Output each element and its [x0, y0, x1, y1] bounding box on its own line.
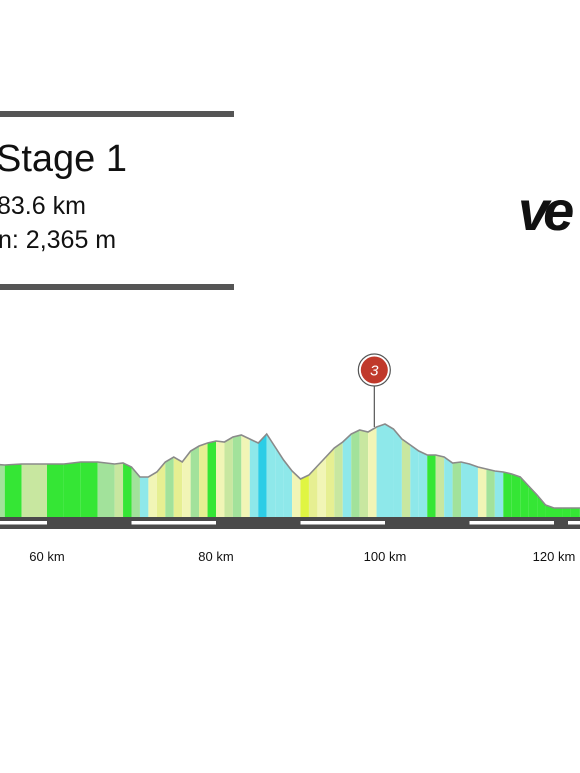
profile-segment — [393, 429, 402, 517]
profile-segment — [4, 464, 22, 517]
profile-segment — [21, 464, 47, 517]
profile-segment — [385, 424, 394, 517]
profile-segment — [494, 471, 504, 517]
distance-bar-stripe — [131, 521, 216, 525]
profile-segment — [266, 434, 276, 517]
brand-logo: ve — [518, 179, 574, 242]
header-rule-bottom — [0, 284, 234, 290]
profile-segment — [401, 439, 411, 517]
profile-segment — [537, 495, 546, 517]
profile-segment — [427, 455, 436, 517]
profile-segment — [469, 464, 478, 517]
profile-segment — [63, 462, 81, 517]
profile-segment — [351, 430, 360, 517]
profile-segment — [376, 424, 385, 517]
profile-segment — [97, 462, 115, 517]
profile-segment — [520, 477, 529, 517]
profile-segment — [444, 457, 453, 517]
profile-segment — [139, 477, 149, 517]
profile-segment — [80, 462, 98, 517]
profile-segment — [283, 460, 293, 517]
profile-segment — [486, 469, 495, 517]
distance-bar-stripe — [300, 521, 385, 525]
climb-marker-badge — [360, 356, 388, 384]
header-rule-top — [0, 111, 234, 117]
profile-segment — [249, 439, 259, 517]
stage-elevation: n: 2,365 m — [0, 226, 117, 254]
profile-segment — [368, 427, 377, 517]
profile-segment — [156, 462, 166, 517]
km-tick-label: 60 km — [29, 549, 64, 564]
profile-segment — [165, 457, 174, 517]
profile-segment — [308, 466, 318, 517]
profile-segment — [334, 442, 343, 517]
profile-segment — [317, 457, 326, 517]
distance-bar-stripe — [0, 521, 47, 525]
distance-bar-stripe — [469, 521, 554, 525]
profile-segment — [241, 435, 250, 517]
climb-marker-label: 3 — [370, 363, 379, 380]
stage-distance: 83.6 km — [0, 192, 86, 220]
distance-bar-stripe — [568, 521, 580, 525]
profile-segment — [325, 448, 335, 517]
profile-segment — [207, 441, 216, 517]
profile-segment — [554, 508, 563, 517]
profile-segment — [300, 475, 309, 517]
profile-segment — [477, 467, 487, 517]
profile-segment — [258, 434, 267, 517]
profile-segment — [131, 467, 140, 517]
profile-segment — [148, 472, 157, 517]
profile-segment — [173, 457, 183, 517]
profile-segment — [435, 455, 445, 517]
profile-segment — [570, 508, 580, 517]
profile-segment — [182, 451, 191, 517]
profile-segment — [562, 508, 571, 517]
profile-segment — [292, 471, 301, 517]
profile-segment — [190, 446, 200, 517]
profile-segment — [232, 435, 242, 517]
profile-segment — [418, 451, 428, 517]
profile-segment — [452, 462, 462, 517]
profile-segment — [0, 464, 5, 517]
profile-segment — [511, 474, 521, 517]
profile-segment — [410, 445, 419, 517]
profile-segment — [114, 463, 124, 517]
profile-segment — [342, 434, 352, 517]
profile-segment — [461, 462, 470, 517]
km-tick-label: 120 km — [533, 549, 576, 564]
profile-segment — [224, 437, 233, 517]
profile-segment — [359, 430, 369, 517]
km-tick-label: 80 km — [198, 549, 233, 564]
profile-segment — [199, 443, 208, 517]
profile-outline — [0, 423, 580, 509]
stage-title: Stage 1 — [0, 138, 127, 180]
profile-segment — [275, 447, 284, 517]
km-tick-label: 100 km — [364, 549, 407, 564]
distance-bar — [0, 517, 580, 529]
profile-segment — [47, 464, 64, 517]
profile-segment — [503, 472, 512, 517]
profile-segment — [123, 463, 132, 517]
profile-segment — [216, 441, 225, 517]
